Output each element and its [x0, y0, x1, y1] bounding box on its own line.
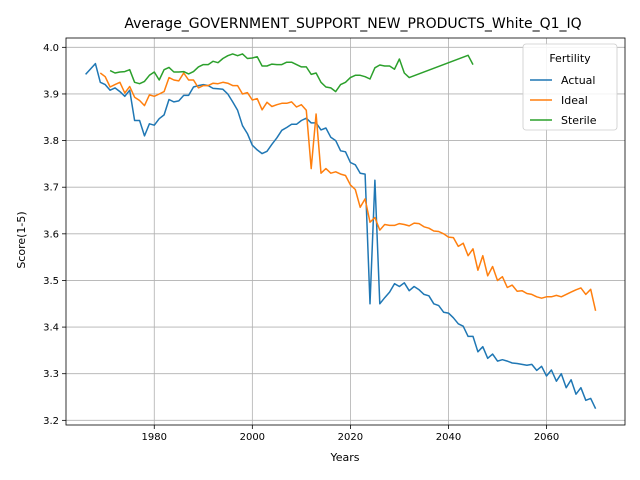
x-axis-label: Years [329, 451, 359, 464]
y-tick-label: 3.3 [43, 369, 59, 380]
y-axis: 3.2 3.3 3.4 3.5 3.6 3.7 3.8 3.9 4.0 [43, 43, 66, 427]
x-tick-label: 2040 [436, 432, 461, 443]
legend-label-ideal: Ideal [561, 94, 588, 107]
x-tick-label: 2060 [534, 432, 559, 443]
x-tick-label: 2020 [338, 432, 363, 443]
y-tick-label: 3.9 [43, 89, 59, 100]
series-line-actual [85, 62, 597, 410]
plot-frame [65, 37, 626, 426]
series-line-sterile [109, 53, 474, 93]
y-tick-label: 3.8 [43, 136, 59, 147]
legend-label-actual: Actual [561, 74, 595, 87]
y-tick-label: 4.0 [43, 43, 59, 54]
legend-items: Actual Ideal Sterile [530, 74, 597, 127]
y-tick-label: 3.7 [43, 183, 59, 194]
legend-label-sterile: Sterile [561, 114, 597, 127]
y-tick-label: 3.4 [43, 323, 59, 334]
x-tick-label: 1980 [142, 432, 167, 443]
chart-title: Average_GOVERNMENT_SUPPORT_NEW_PRODUCTS_… [124, 16, 581, 32]
x-tick-label: 2000 [240, 432, 265, 443]
series-line-ideal [99, 72, 597, 311]
x-axis: 1980 2000 2020 2040 2060 [142, 425, 559, 443]
legend: Fertility Actual Ideal Sterile [522, 43, 618, 131]
y-tick-label: 3.2 [43, 416, 59, 427]
legend-box [522, 43, 618, 131]
y-tick-label: 3.6 [43, 229, 59, 240]
series-group [85, 53, 597, 410]
y-axis-label: Score(1-5) [15, 211, 28, 268]
y-tick-label: 3.5 [43, 276, 59, 287]
legend-title: Fertility [549, 52, 591, 65]
